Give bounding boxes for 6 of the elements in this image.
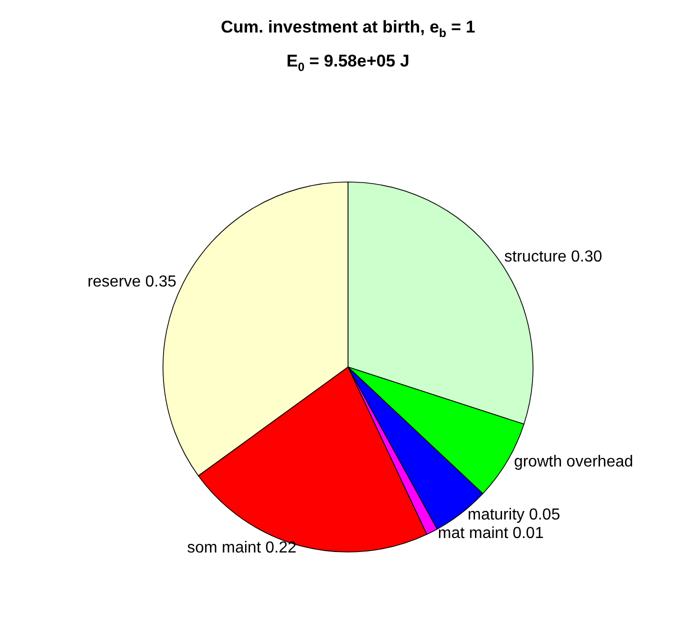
slice-label: som maint 0.22 bbox=[187, 540, 297, 557]
slice-label: maturity 0.05 bbox=[468, 506, 560, 524]
slice-label: reserve 0.35 bbox=[87, 274, 176, 291]
slice-label: structure 0.30 bbox=[504, 248, 602, 266]
slice-label: growth overhead bbox=[514, 454, 634, 471]
slice-label: mat maint 0.01 bbox=[438, 525, 544, 542]
